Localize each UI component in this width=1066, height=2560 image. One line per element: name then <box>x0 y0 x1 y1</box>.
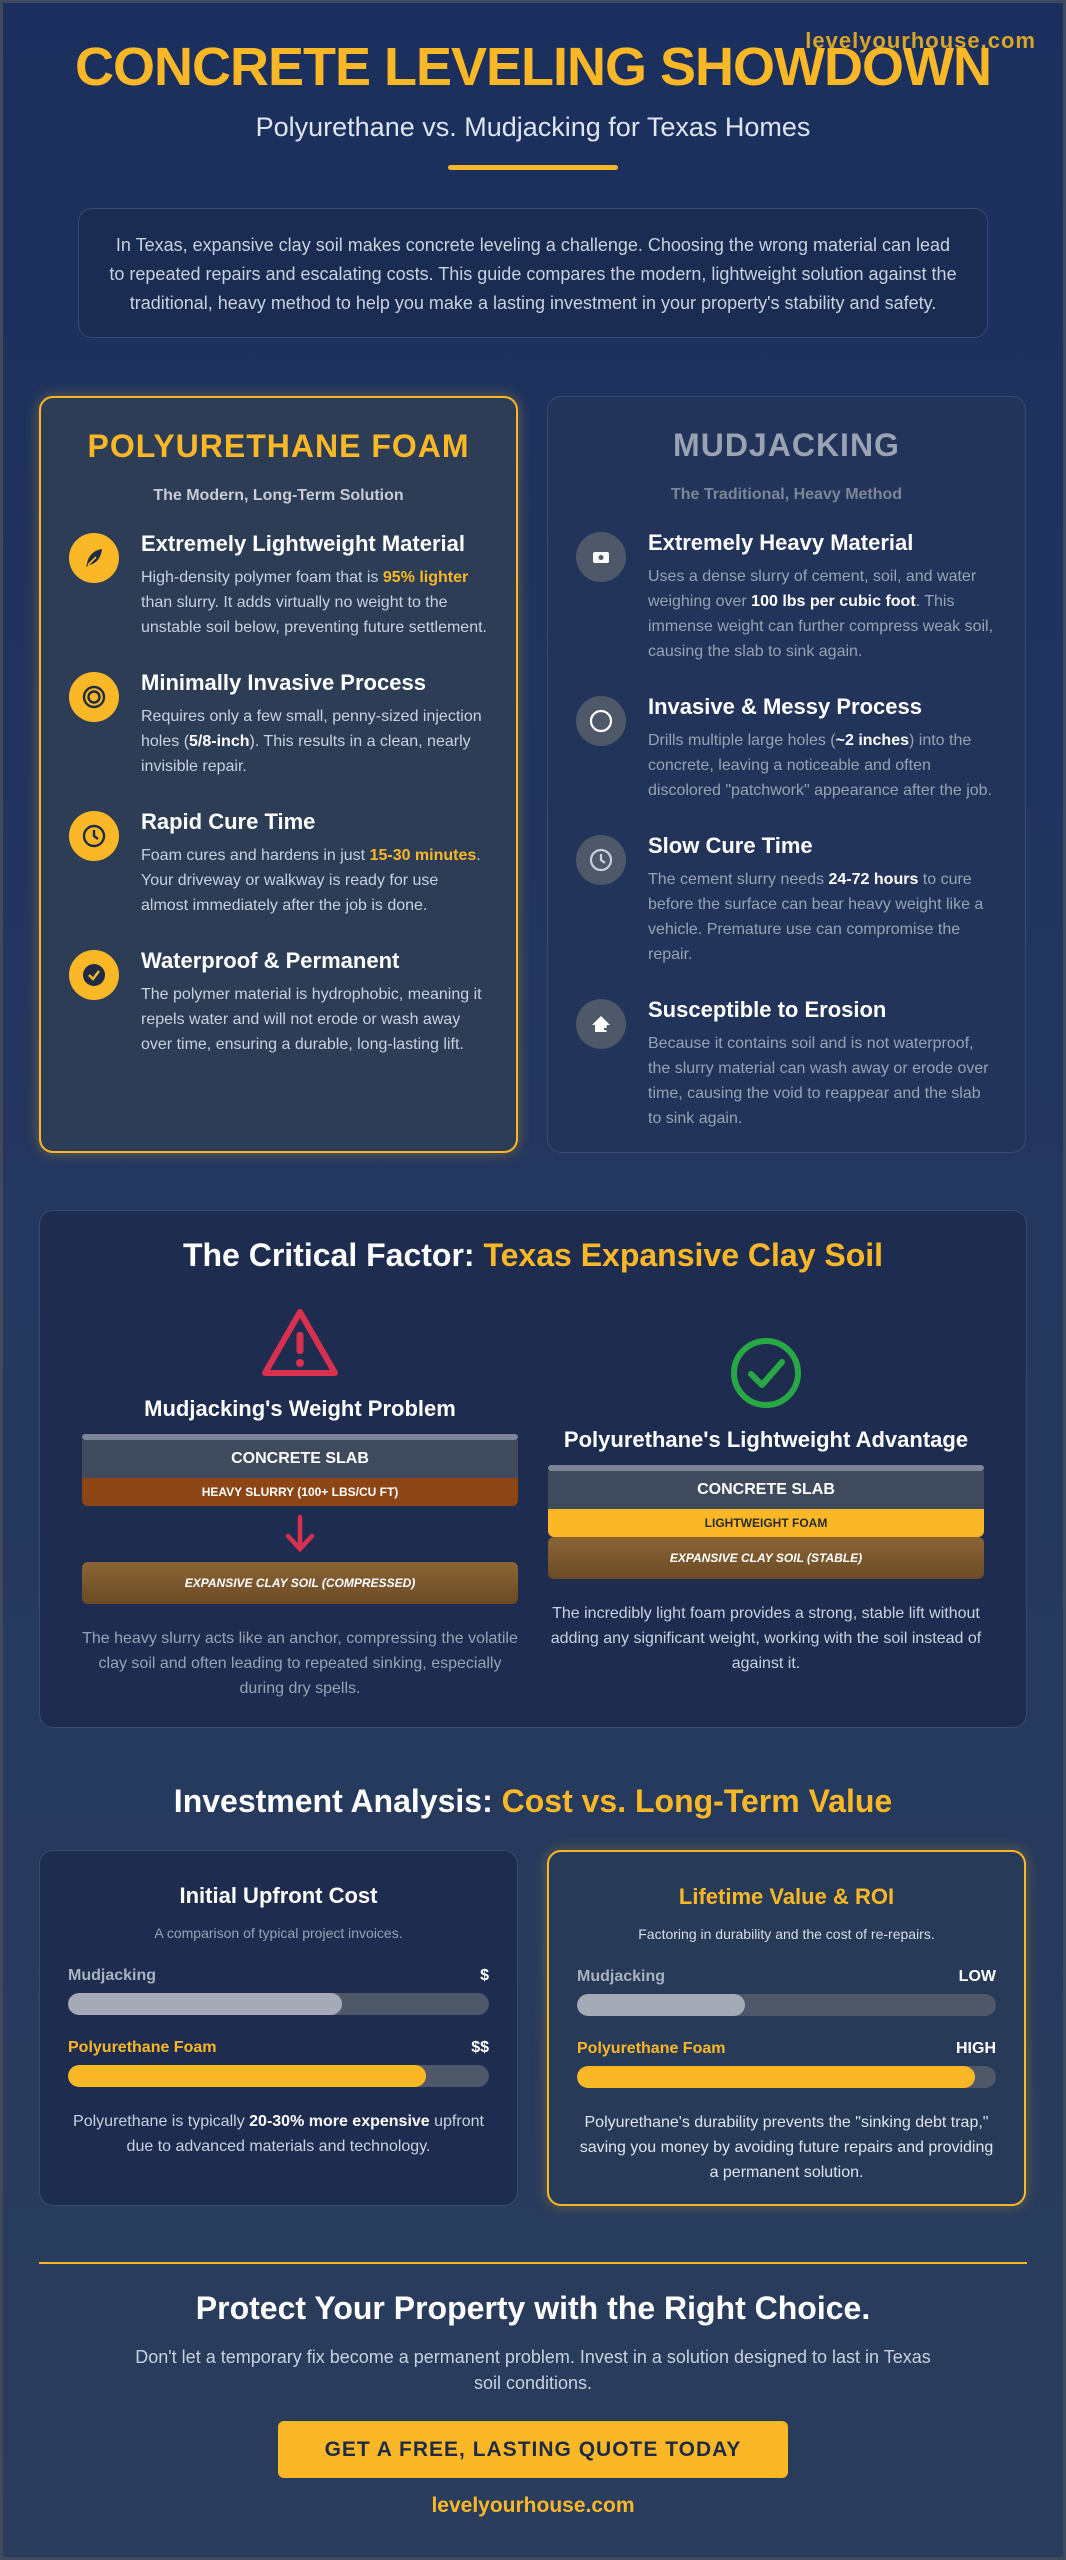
bar-label-row: Mudjacking LOW <box>577 1968 996 1985</box>
check-circle-icon <box>69 950 119 1000</box>
card-note: Polyurethane is typically 20-30% more ex… <box>73 2113 484 2155</box>
poly-feature: Waterproof & Permanent The polymer mater… <box>69 948 488 1057</box>
progress-track <box>68 1993 489 2015</box>
feature-text: Drills multiple large holes (~2 inches) … <box>648 732 993 799</box>
mud-feature: Invasive & Messy Process Drills multiple… <box>576 694 997 803</box>
mud-feature: Extremely Heavy Material Uses a dense sl… <box>576 530 997 664</box>
clay-soil-layer: EXPANSIVE CLAY SOIL (STABLE) <box>548 1537 984 1579</box>
lifetime-value-card: Lifetime Value & ROI Factoring in durabi… <box>547 1850 1026 2206</box>
footer-divider <box>39 2262 1027 2264</box>
bar-label-row: Polyurethane Foam $$ <box>68 2039 489 2056</box>
footer-title: Protect Your Property with the Right Cho… <box>195 2290 871 2326</box>
slab-top <box>548 1465 984 1471</box>
mudjacking-title: MUDJACKING <box>673 427 900 463</box>
mudjacking-column: MUDJACKING The Traditional, Heavy Method… <box>547 396 1026 1153</box>
progress-track <box>577 1994 996 2016</box>
feature-text: The polymer material is hydrophobic, mea… <box>141 986 482 1053</box>
mud-feature: Slow Cure Time The cement slurry needs 2… <box>576 833 997 967</box>
feature-title: Extremely Heavy Material <box>648 530 914 555</box>
polyurethane-diagram: Polyurethane's Lightweight Advantage CON… <box>548 1336 984 1676</box>
card-title: Initial Upfront Cost <box>179 1883 378 1908</box>
feature-title: Minimally Invasive Process <box>141 670 426 695</box>
bar-label-row: Mudjacking $ <box>68 1967 489 1984</box>
feature-text: Requires only a few small, penny-sized i… <box>141 708 482 775</box>
investment-title: Investment Analysis: Cost vs. Long-Term … <box>173 1783 893 1819</box>
foam-layer: LIGHTWEIGHT FOAM <box>548 1509 984 1537</box>
feature-title: Invasive & Messy Process <box>648 694 922 719</box>
feature-title: Slow Cure Time <box>648 833 813 858</box>
progress-fill <box>68 2065 426 2087</box>
erosion-icon <box>576 999 626 1049</box>
upfront-cost-card: Initial Upfront Cost A comparison of typ… <box>39 1850 518 2206</box>
critical-title: The Critical Factor: Texas Expansive Cla… <box>182 1237 884 1273</box>
feather-icon <box>69 533 119 583</box>
footer-text: Don't let a temporary fix become a perma… <box>135 2347 931 2393</box>
feature-title: Waterproof & Permanent <box>141 948 400 973</box>
clock-icon <box>576 835 626 885</box>
bar-label-row: Polyurethane Foam HIGH <box>577 2040 996 2057</box>
polyurethane-subtitle: The Modern, Long-Term Solution <box>153 487 404 504</box>
progress-track <box>68 2065 489 2087</box>
feature-title: Susceptible to Erosion <box>648 997 887 1022</box>
feature-title: Rapid Cure Time <box>141 809 316 834</box>
card-subtitle: Factoring in durability and the cost of … <box>638 1926 935 1942</box>
page-title: CONCRETE LEVELING SHOWDOWN <box>75 37 992 97</box>
card-note: Polyurethane's durability prevents the "… <box>579 2114 994 2181</box>
card-subtitle: A comparison of typical project invoices… <box>154 1925 403 1941</box>
polyurethane-column: POLYURETHANE FOAM The Modern, Long-Term … <box>39 396 518 1153</box>
site-url-top[interactable]: levelyourhouse.com <box>805 28 1036 53</box>
poly-feature: Extremely Lightweight Material High-dens… <box>69 531 488 640</box>
polyurethane-title: POLYURETHANE FOAM <box>87 428 470 464</box>
mudjacking-diagram: Mudjacking's Weight Problem CONCRETE SLA… <box>82 1307 518 1701</box>
intro-box: In Texas, expansive clay soil makes conc… <box>78 208 988 338</box>
slurry-layer: HEAVY SLURRY (100+ LBS/CU FT) <box>82 1478 518 1506</box>
feature-title: Extremely Lightweight Material <box>141 531 465 556</box>
page-header: CONCRETE LEVELING SHOWDOWN Polyurethane … <box>0 30 1066 170</box>
card-title: Lifetime Value & ROI <box>678 1884 895 1909</box>
feature-text: Because it contains soil and is not wate… <box>648 1035 989 1127</box>
progress-track <box>577 2066 996 2088</box>
feature-text: The cement slurry needs 24-72 hours to c… <box>648 871 984 963</box>
mud-feature: Susceptible to Erosion Because it contai… <box>576 997 997 1131</box>
diagram-heading: Polyurethane's Lightweight Advantage <box>563 1427 969 1452</box>
progress-fill <box>68 1993 342 2015</box>
down-arrow-icon <box>82 1506 518 1562</box>
poly-feature: Rapid Cure Time Foam cures and hardens i… <box>69 809 488 918</box>
diagram-caption: The incredibly light foam provides a str… <box>550 1605 982 1672</box>
progress-fill <box>577 1994 745 2016</box>
feature-text: High-density polymer foam that is 95% li… <box>141 569 487 636</box>
critical-factor-section: The Critical Factor: Texas Expansive Cla… <box>39 1210 1027 1728</box>
diagram-caption: The heavy slurry acts like an anchor, co… <box>82 1630 518 1697</box>
title-divider <box>448 165 618 170</box>
weight-icon <box>576 532 626 582</box>
circle-icon <box>576 696 626 746</box>
warning-icon <box>82 1307 518 1384</box>
page-subtitle: Polyurethane vs. Mudjacking for Texas Ho… <box>255 112 811 142</box>
concrete-slab-layer: CONCRETE SLAB <box>82 1440 518 1478</box>
poly-feature: Minimally Invasive Process Requires only… <box>69 670 488 779</box>
free-quote-button[interactable]: GET A FREE, LASTING QUOTE TODAY <box>278 2421 788 2478</box>
site-url-bottom[interactable]: levelyourhouse.com <box>431 2494 635 2517</box>
mudjacking-subtitle: The Traditional, Heavy Method <box>670 486 903 503</box>
concrete-slab-layer: CONCRETE SLAB <box>548 1471 984 1509</box>
target-icon <box>69 672 119 722</box>
progress-fill <box>577 2066 976 2088</box>
diagram-heading: Mudjacking's Weight Problem <box>144 1396 456 1421</box>
feature-text: Foam cures and hardens in just 15-30 min… <box>141 847 481 914</box>
feature-text: Uses a dense slurry of cement, soil, and… <box>648 568 994 660</box>
slab-top <box>82 1434 518 1440</box>
clay-soil-layer: EXPANSIVE CLAY SOIL (COMPRESSED) <box>82 1562 518 1604</box>
clock-icon <box>69 811 119 861</box>
check-circle-icon <box>548 1336 984 1415</box>
